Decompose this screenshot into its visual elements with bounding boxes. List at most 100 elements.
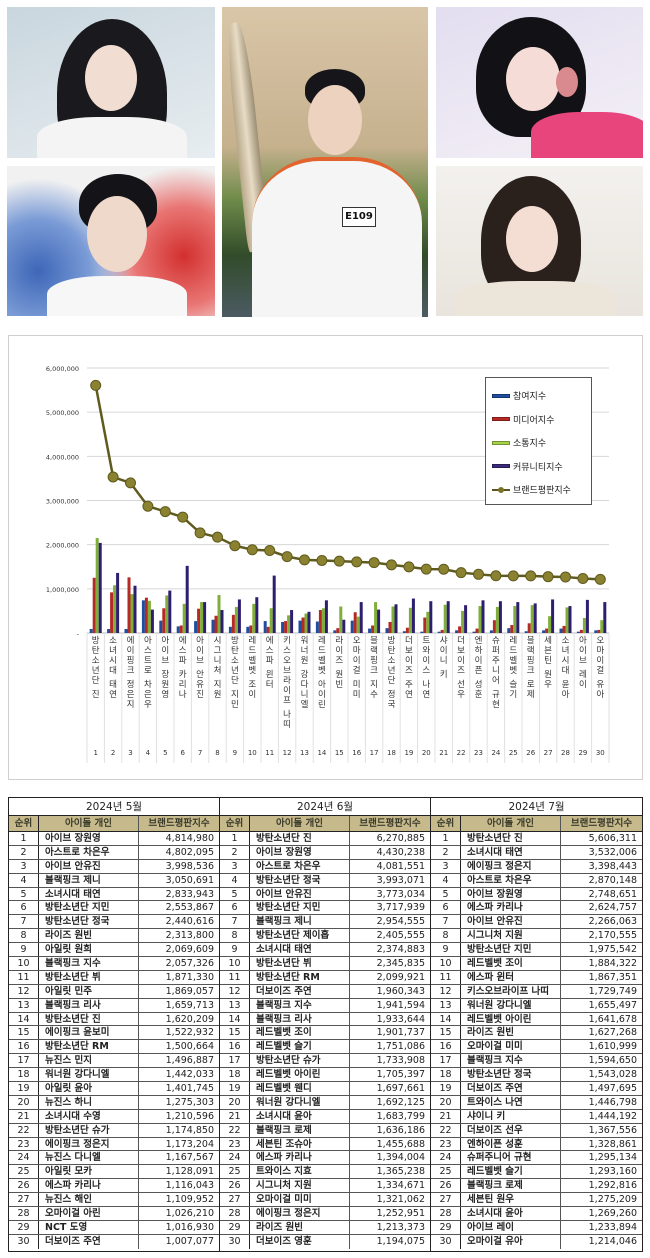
bar-media [336, 628, 340, 633]
idol-name-cell: 라이즈 원빈 [39, 929, 139, 943]
table-row: 20 트와이스 나연 1,446,798 [431, 1095, 642, 1110]
bar-participation [333, 630, 337, 633]
idol-name-cell: 방탄소년단 정국 [461, 1068, 561, 1082]
bar-community [568, 606, 572, 633]
bar-community [237, 599, 241, 633]
idol-name-cell: 에스파 윈터 [461, 970, 561, 984]
rank-cell: 29 [9, 1220, 39, 1234]
bar-communication [130, 594, 134, 633]
table-row: 27 오마이걸 미미 1,321,062 [220, 1193, 430, 1208]
brand-index-cell: 1,655,497 [588, 999, 637, 1011]
bar-communication [269, 608, 273, 633]
brand-index-cell: 1,275,209 [588, 1194, 637, 1206]
idol-name-cell: 에이핑크 정은지 [250, 1207, 350, 1220]
rank-cell: 1 [431, 832, 461, 845]
rank-cell: 16 [9, 1040, 39, 1054]
rank-cell: 13 [431, 998, 461, 1012]
bar-community [377, 609, 381, 633]
idol-name-cell: 소녀시대 태연 [39, 887, 139, 901]
idol-name-cell: 레드벨벳 슬기 [461, 1165, 561, 1179]
bar-media [301, 617, 305, 633]
idol-name-cell: 레드벨벳 조이 [461, 957, 561, 970]
line-marker [507, 570, 519, 582]
brand-index-cell: 1,692,125 [376, 1096, 425, 1108]
rank-cell: 21 [9, 1109, 39, 1123]
rank-cell: 24 [220, 1151, 250, 1165]
bar-participation [420, 631, 424, 633]
idol-name-cell: 레드벨벳 슬기 [250, 1040, 350, 1054]
rank-cell: 28 [431, 1207, 461, 1220]
brand-index-cell: 1,252,951 [376, 1208, 425, 1220]
brand-index-cell: 1,697,661 [376, 1083, 425, 1095]
legend-swatch-red-icon [492, 417, 510, 422]
rank-cell: 25 [9, 1165, 39, 1179]
brand-index-cell: 1,729,749 [588, 985, 637, 997]
line-marker [560, 571, 571, 583]
brand-index-cell: 1,016,930 [165, 1221, 214, 1233]
idol-name-cell: 방탄소년단 뷔 [250, 957, 350, 970]
table-row: 29 아이브 레이 1,233,894 [431, 1220, 642, 1235]
table-row: 23 엔하이픈 성훈 1,328,861 [431, 1137, 642, 1152]
bar-community [446, 601, 450, 633]
bar-communication [217, 595, 221, 633]
flower-accessory [556, 67, 578, 97]
brand-index-cell: 6,270,885 [376, 833, 425, 844]
rank-cell: 27 [431, 1193, 461, 1207]
bar-media [231, 614, 235, 633]
idol-name-cell: 뉴진스 해인 [39, 1193, 139, 1207]
bar-participation [350, 620, 354, 633]
brand-index-cell: 1,871,330 [165, 971, 214, 983]
line-marker [90, 379, 102, 391]
y-tick-label: 4,000,000 [46, 453, 79, 461]
table-header: 순위 아이돌 개인 브랜드평판지수 [9, 816, 219, 832]
legend-item-media: 미디어지수 [492, 408, 585, 432]
brand-index-cell: 1,295,134 [588, 1152, 637, 1164]
line-marker [177, 511, 189, 523]
bar-community [307, 611, 311, 633]
table-row: 8 라이즈 원빈 2,313,800 [9, 929, 219, 944]
table-row: 18 워너원 강다니엘 1,442,033 [9, 1068, 219, 1083]
brand-index-cell: 1,401,745 [165, 1083, 214, 1095]
brand-index-cell: 2,954,555 [376, 916, 425, 928]
idol-name-cell: 더보이즈 주연 [39, 1234, 139, 1249]
rank-cell: 18 [220, 1068, 250, 1082]
brand-index-cell: 3,993,071 [376, 874, 425, 886]
table-row: 6 방탄소년단 지민 3,717,939 [220, 901, 430, 916]
photo-top-right [436, 7, 643, 158]
table-row: 21 소녀시대 수영 1,210,596 [9, 1109, 219, 1124]
brand-index-cell: 1,610,999 [588, 1041, 637, 1053]
bar-media [405, 627, 409, 633]
brand-index-cell: 1,975,542 [588, 944, 637, 956]
bar-media [144, 597, 148, 633]
table-row: 25 트와이스 지효 1,365,238 [220, 1165, 430, 1180]
photo-bottom-left [7, 166, 215, 316]
brand-index-cell: 1,214,046 [588, 1235, 637, 1247]
photo-center: E109 [222, 7, 428, 317]
brand-index-cell: 1,213,373 [376, 1221, 425, 1233]
brand-index-cell: 3,398,443 [588, 860, 637, 872]
rank-cell: 10 [431, 957, 461, 970]
bar-communication [530, 605, 534, 633]
x-category-number: 20 [422, 749, 431, 757]
idol-name-cell: 방탄소년단 진 [250, 832, 350, 845]
brand-reputation-chart: - 1,000,000 2,000,000 3,000,000 4,000,000 5,0… [46, 365, 610, 763]
legend-swatch-green-icon [492, 440, 510, 445]
bar-communication [548, 616, 552, 633]
bar-media [545, 628, 549, 633]
month-title: 2024년 6월 [220, 798, 430, 816]
idol-name-cell: 세븐틴 원우 [461, 1193, 561, 1207]
x-category-number: 26 [526, 749, 535, 757]
table-row: 5 소녀시대 태연 2,833,943 [9, 887, 219, 902]
table-row: 27 세븐틴 원우 1,275,209 [431, 1193, 642, 1208]
rank-cell: 30 [220, 1234, 250, 1249]
rank-cell: 28 [9, 1207, 39, 1220]
table-row: 21 소녀시대 윤아 1,683,799 [220, 1109, 430, 1124]
line-marker [455, 567, 467, 579]
brand-index-cell: 1,321,062 [376, 1194, 425, 1206]
